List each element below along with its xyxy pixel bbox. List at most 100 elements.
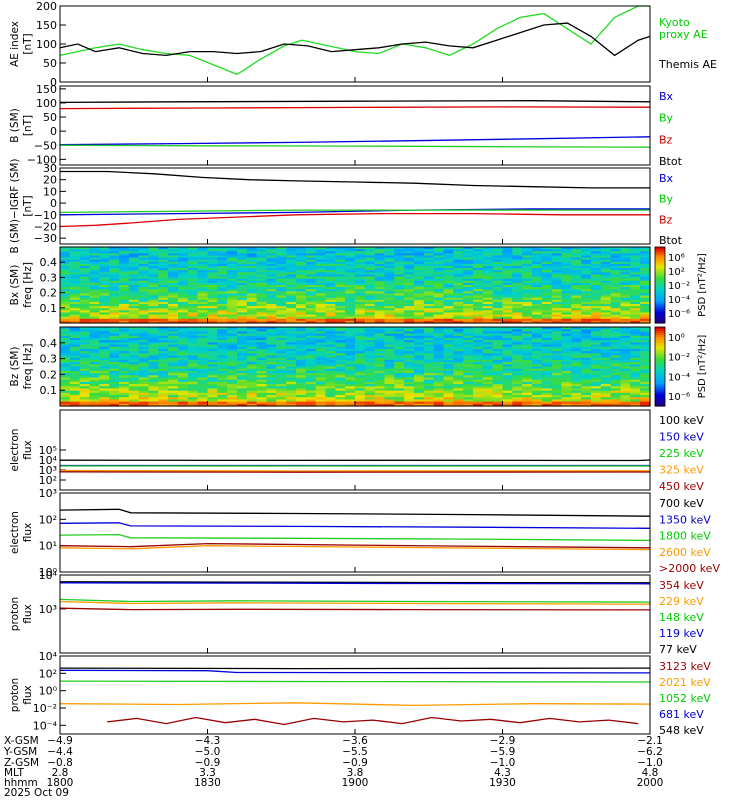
psd-cell bbox=[512, 351, 523, 354]
psd-cell bbox=[197, 274, 209, 278]
psd-cell bbox=[197, 379, 209, 383]
psd-cell bbox=[492, 268, 504, 271]
psd-cell bbox=[89, 270, 100, 273]
psd-cell bbox=[69, 272, 81, 276]
psd-cell bbox=[561, 351, 572, 354]
psd-cell bbox=[305, 353, 317, 357]
psd-cell bbox=[325, 368, 336, 372]
psd-cell bbox=[571, 261, 582, 265]
psd-cell bbox=[79, 266, 91, 269]
psd-cell bbox=[325, 261, 336, 265]
psd-cell bbox=[217, 353, 228, 357]
psd-cell bbox=[492, 297, 504, 301]
psd-cell bbox=[512, 359, 523, 363]
psd-cell bbox=[197, 377, 209, 381]
psd-cell bbox=[79, 381, 91, 385]
psd-cell bbox=[79, 348, 91, 352]
ephemeris-row-label: Z-GSM bbox=[4, 757, 39, 769]
psd-cell bbox=[79, 346, 91, 350]
psd-cell bbox=[591, 310, 602, 314]
psd-cell bbox=[473, 384, 484, 387]
psd-cell bbox=[168, 312, 179, 316]
psd-cell bbox=[561, 348, 572, 352]
psd-cell bbox=[404, 293, 415, 297]
psd-cell bbox=[158, 331, 169, 335]
psd-cell bbox=[109, 344, 120, 348]
psd-cell bbox=[581, 272, 592, 276]
psd-cell bbox=[158, 272, 169, 276]
psd-cell bbox=[168, 289, 179, 292]
psd-cell bbox=[296, 337, 307, 341]
colorbar-segment bbox=[655, 290, 665, 294]
psd-cell bbox=[581, 278, 592, 282]
psd-cell bbox=[276, 261, 287, 265]
psd-cell bbox=[197, 397, 209, 401]
colorbar-segment bbox=[655, 252, 665, 256]
psd-cell bbox=[600, 301, 612, 305]
psd-cell bbox=[197, 285, 209, 288]
psd-cell bbox=[423, 272, 435, 276]
psd-cell bbox=[591, 266, 602, 269]
psd-cell bbox=[79, 247, 91, 250]
psd-cell bbox=[286, 312, 297, 316]
psd-cell bbox=[315, 289, 327, 292]
psd-cell bbox=[482, 261, 494, 265]
psd-cell bbox=[89, 276, 100, 280]
psd-cell bbox=[630, 401, 641, 405]
psd-cell bbox=[227, 316, 238, 320]
psd-cell bbox=[522, 370, 533, 374]
psd-cell bbox=[355, 337, 366, 341]
psd-cell bbox=[128, 403, 140, 407]
psd-cell bbox=[89, 390, 100, 394]
psd-cell bbox=[561, 285, 572, 288]
psd-cell bbox=[581, 368, 592, 372]
psd-cell bbox=[541, 353, 553, 357]
psd-cell bbox=[227, 329, 238, 332]
psd-cell bbox=[109, 280, 120, 284]
psd-cell bbox=[227, 375, 238, 379]
psd-cell bbox=[620, 337, 631, 341]
psd-cell bbox=[109, 397, 120, 401]
psd-cell bbox=[79, 331, 91, 335]
psd-cell bbox=[148, 293, 159, 297]
psd-cell bbox=[433, 357, 445, 361]
psd-cell bbox=[414, 266, 425, 269]
psd-cell bbox=[492, 335, 504, 339]
psd-cell bbox=[384, 392, 395, 396]
psd-cell bbox=[463, 329, 474, 332]
psd-cell bbox=[364, 304, 376, 307]
psd-cell bbox=[610, 263, 622, 267]
psd-cell bbox=[630, 304, 641, 307]
psd-cell bbox=[237, 255, 248, 259]
psd-cell bbox=[492, 295, 504, 299]
psd-cell bbox=[600, 388, 612, 392]
psd-cell bbox=[532, 373, 543, 376]
psd-cell bbox=[207, 247, 218, 250]
psd-cell bbox=[138, 301, 150, 305]
psd-cell bbox=[168, 377, 179, 381]
psd-cell bbox=[276, 375, 287, 379]
psd-cell bbox=[374, 357, 386, 361]
psd-cell bbox=[256, 257, 268, 261]
psd-cell bbox=[138, 353, 150, 357]
y-tick-label: 100 bbox=[36, 97, 57, 110]
psd-cell bbox=[276, 366, 287, 370]
psd-cell bbox=[148, 289, 159, 292]
psd-cell bbox=[374, 355, 386, 359]
psd-cell bbox=[453, 301, 464, 305]
psd-cell bbox=[453, 287, 464, 290]
psd-cell bbox=[79, 285, 91, 288]
psd-cell bbox=[217, 295, 228, 299]
psd-cell bbox=[207, 327, 218, 330]
psd-cell bbox=[187, 306, 199, 309]
psd-cell bbox=[532, 304, 543, 307]
psd-cell bbox=[364, 268, 376, 271]
psd-cell bbox=[433, 316, 445, 320]
psd-cell bbox=[571, 403, 582, 407]
psd-cell bbox=[532, 333, 543, 337]
psd-cell bbox=[305, 295, 317, 299]
psd-cell bbox=[384, 395, 395, 398]
psd-cell bbox=[276, 268, 287, 271]
psd-cell bbox=[453, 329, 464, 332]
psd-cell bbox=[453, 384, 464, 387]
